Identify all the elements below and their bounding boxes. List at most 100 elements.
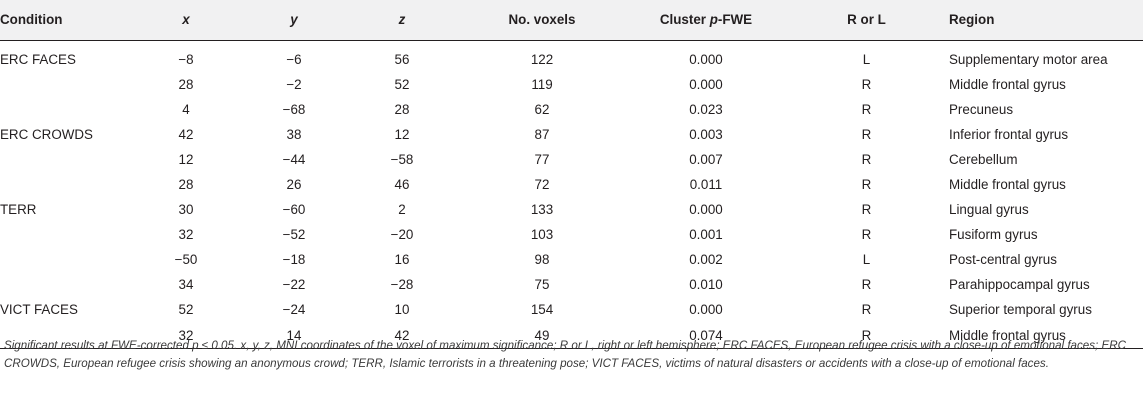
cell-voxels: 98 <box>534 252 550 267</box>
cell-y: 14 <box>240 322 348 349</box>
cell-hemisphere: L <box>862 252 871 267</box>
cell-y: −60 <box>282 202 306 217</box>
table-row: ERC FACES −8 −6 56 122 0.000 L Supplementary mo… <box>0 41 1143 73</box>
cell-hemisphere: R <box>861 127 872 142</box>
cell-x: 4 <box>182 102 190 117</box>
cell-p-fwe: 0.010 <box>689 277 723 292</box>
cell-z: −20 <box>390 227 414 242</box>
header-condition: Condition <box>0 0 132 41</box>
header-r-or-l: R or L <box>784 0 949 41</box>
cell-z: 42 <box>348 322 456 349</box>
cell-x: 28 <box>178 77 194 92</box>
header-z: z <box>348 0 456 41</box>
cell-p-fwe: 0.000 <box>689 52 723 67</box>
header-row: Condition x y z No. voxels Cluster p-FWE… <box>0 0 1143 41</box>
header-region: Region <box>949 0 1143 41</box>
cell-region: Supplementary motor area <box>949 52 1108 67</box>
results-table: Condition x y z No. voxels Cluster p-FWE… <box>0 0 1143 349</box>
cell-y: 38 <box>286 127 302 142</box>
cell-region: Middle frontal gyrus <box>949 177 1066 192</box>
cell-hemisphere: R <box>861 227 872 242</box>
cell-z: 16 <box>394 252 410 267</box>
cell-z: 12 <box>394 127 410 142</box>
cell-y: −2 <box>286 77 302 92</box>
table-row: ERC CROWDS 42 38 12 87 0.003 R Inferior frontal… <box>0 122 1143 147</box>
cell-voxels: 72 <box>534 177 550 192</box>
cell-p-fwe: 0.000 <box>689 302 723 317</box>
cell-p-fwe: 0.000 <box>689 202 723 217</box>
header-x: x <box>132 0 240 41</box>
cell-hemisphere: R <box>861 302 872 317</box>
table-body: ERC FACES −8 −6 56 122 0.000 L Supplementary mo… <box>0 41 1143 349</box>
cell-voxels: 119 <box>531 77 553 92</box>
cell-z: 2 <box>398 202 406 217</box>
cell-region: Fusiform gyrus <box>949 227 1038 242</box>
cell-z: 52 <box>394 77 410 92</box>
cell-z: −28 <box>390 277 414 292</box>
cell-p-fwe: 0.074 <box>628 322 784 349</box>
cell-condition <box>0 72 132 97</box>
table-row: 32 14 42 49 0.074 R Middle frontal gyrus <box>0 322 1143 349</box>
table-row: 28 −2 52 119 0.000 R Middle frontal gyrus <box>0 72 1143 97</box>
table-row: −50 −18 16 98 0.002 L Post-central gyrus <box>0 247 1143 272</box>
cell-hemisphere: L <box>862 52 871 67</box>
cell-x: 32 <box>132 322 240 349</box>
cell-region: Inferior frontal gyrus <box>949 127 1069 142</box>
cell-x: −50 <box>174 252 198 267</box>
table-row: VICT FACES 52 −24 10 154 0.000 R Superior tempo… <box>0 297 1143 322</box>
cell-p-fwe: 0.002 <box>689 252 723 267</box>
cell-x: 28 <box>178 177 194 192</box>
header-cluster-p-fwe: Cluster p-FWE <box>628 0 784 41</box>
table-row: 32 −52 −20 103 0.001 R Fusiform gyrus <box>0 222 1143 247</box>
cell-region: Precuneus <box>949 102 1014 117</box>
cell-z: −58 <box>390 152 414 167</box>
cell-z: 56 <box>394 52 410 67</box>
cell-z: 46 <box>394 177 410 192</box>
cell-voxels: 77 <box>534 152 550 167</box>
cell-condition: ERC FACES <box>0 52 76 67</box>
cell-y: −22 <box>282 277 306 292</box>
table-row: 4 −68 28 62 0.023 R Precuneus <box>0 97 1143 122</box>
cell-z: 28 <box>394 102 410 117</box>
cell-voxels: 49 <box>456 322 628 349</box>
cell-condition: TERR <box>0 202 37 217</box>
cell-y: −18 <box>282 252 306 267</box>
table-row: 12 −44 −58 77 0.007 R Cerebellum <box>0 147 1143 172</box>
cell-z: 10 <box>394 302 410 317</box>
cell-voxels: 122 <box>530 52 554 67</box>
cell-p-fwe: 0.001 <box>689 227 723 242</box>
cell-voxels: 62 <box>534 102 550 117</box>
cell-region: Post-central gyrus <box>949 252 1057 267</box>
cell-p-fwe: 0.011 <box>689 177 723 192</box>
cell-region: Middle frontal gyrus <box>949 77 1066 92</box>
cell-hemisphere: R <box>861 152 872 167</box>
cell-voxels: 103 <box>530 227 554 242</box>
cell-voxels: 87 <box>534 127 550 142</box>
cell-condition <box>0 147 132 172</box>
cell-x: 32 <box>178 227 194 242</box>
cell-y: −44 <box>282 152 306 167</box>
cell-y: −68 <box>282 102 306 117</box>
cell-hemisphere: R <box>784 322 949 349</box>
table-row: 34 −22 −28 75 0.010 R Parahippocampal gyrus <box>0 272 1143 297</box>
cell-condition: ERC CROWDS <box>0 127 93 142</box>
cell-region: Parahippocampal gyrus <box>949 277 1090 292</box>
header-no-voxels: No. voxels <box>456 0 628 41</box>
cell-y: −24 <box>282 302 306 317</box>
cell-x: 34 <box>178 277 194 292</box>
cell-y: 26 <box>286 177 302 192</box>
cell-p-fwe: 0.007 <box>689 152 723 167</box>
cell-region: Cerebellum <box>949 152 1018 167</box>
table-row: TERR 30 −60 2 133 0.000 R Lingual gyrus <box>0 197 1143 222</box>
cell-hemisphere: R <box>861 177 872 192</box>
cell-condition <box>0 172 132 197</box>
cell-x: 12 <box>178 152 194 167</box>
cell-x: −8 <box>178 52 194 67</box>
cell-x: 52 <box>178 302 194 317</box>
cell-y: −52 <box>282 227 306 242</box>
cell-voxels: 133 <box>530 202 554 217</box>
cell-region: Superior temporal gyrus <box>949 302 1092 317</box>
header-y: y <box>240 0 348 41</box>
cell-condition <box>0 272 132 297</box>
